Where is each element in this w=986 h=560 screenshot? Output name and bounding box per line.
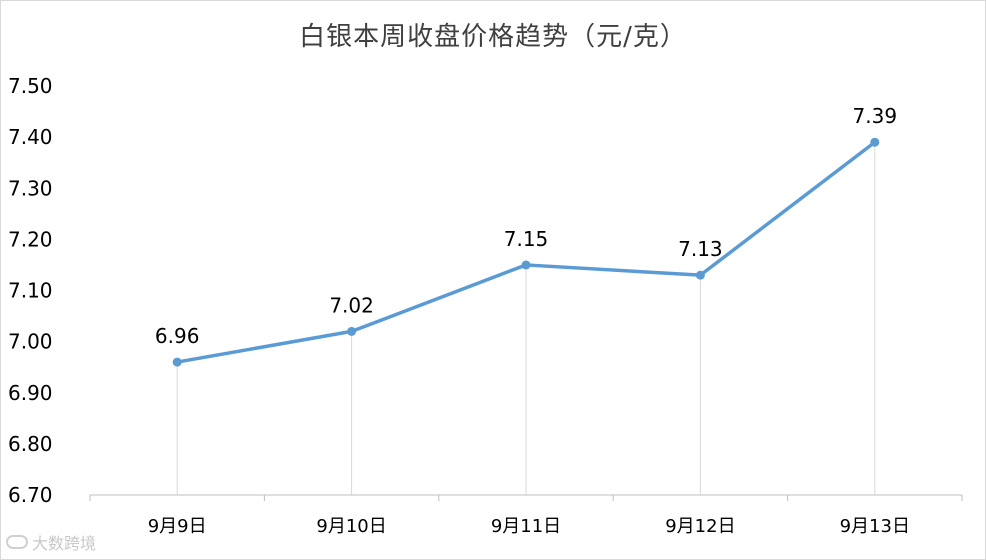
y-tick-label: 6.90 [8,381,53,405]
data-label: 7.15 [504,227,549,251]
y-tick-label: 7.00 [8,330,53,354]
watermark-text: 大数跨境 [32,534,97,553]
x-tick-label: 9月11日 [491,516,561,537]
data-point [695,270,705,280]
data-point [347,326,357,336]
data-point [172,357,182,367]
chart-title: 白银本周收盘价格趋势（元/克） [299,22,687,52]
data-label: 7.02 [329,293,374,317]
x-tick-label: 9月12日 [665,516,735,537]
y-tick-label: 6.70 [8,483,53,507]
y-tick-label: 7.40 [8,125,53,149]
x-tick-label: 9月13日 [840,516,910,537]
data-point [521,260,531,270]
x-tick-label: 9月9日 [148,516,207,537]
y-tick-label: 7.20 [8,227,53,251]
y-tick-label: 6.80 [8,432,53,456]
data-label: 7.13 [678,237,723,261]
logo-icon [6,535,28,549]
y-tick-label: 7.50 [8,74,53,98]
x-tick-label: 9月10日 [316,516,386,537]
data-label: 7.39 [853,104,898,128]
watermark: 大数跨境 [6,530,96,554]
y-tick-label: 7.30 [8,176,53,200]
data-point [870,137,880,147]
y-tick-label: 7.10 [8,279,53,303]
data-label: 6.96 [155,324,200,348]
